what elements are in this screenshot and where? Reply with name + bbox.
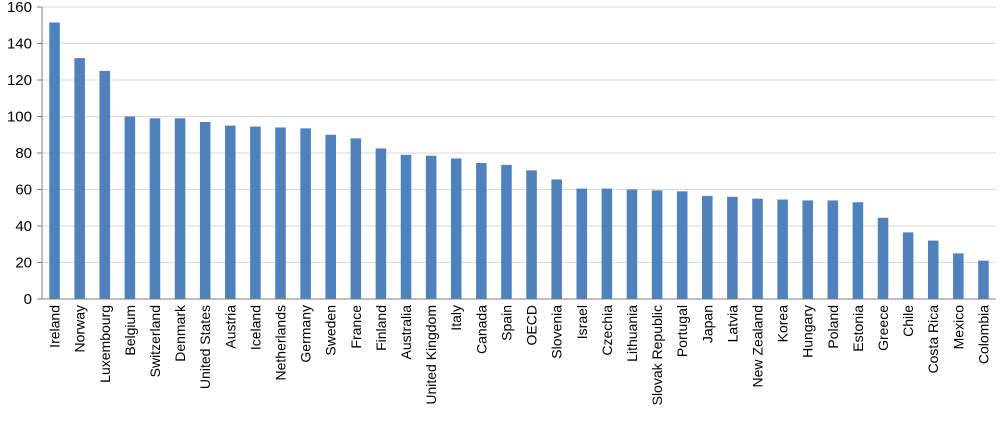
bar-united-states [199,121,211,299]
bar-austria [225,125,236,299]
x-tick-label: Costa Rica [925,305,941,374]
y-tick-label: 100 [7,109,32,126]
bar-switzerland [149,118,161,299]
bar-france [350,138,362,299]
x-tick-label: Korea [775,305,791,343]
x-tick-label: Japan [699,305,715,343]
bar-poland [827,200,839,299]
bar-luxembourg [99,70,111,299]
bar-portugal [676,191,688,299]
bar-netherlands [275,127,286,299]
bar-slovak-republic [651,190,663,299]
x-tick-label: Luxembourg [97,305,113,383]
x-axis-labels: Ireland Norway Luxembourg Belgium Switzerlan… [47,304,992,405]
bar-slovenia [551,179,562,299]
x-tick-label: Israel [574,305,590,339]
bar-japan [702,195,713,299]
bar-chile [902,232,914,299]
bar-lithuania [626,189,638,299]
x-tick-label: Latvia [724,305,740,343]
bar-new-zealand [752,198,763,299]
x-tick-label: Finland [373,305,389,351]
x-tick-label: United States [197,305,213,389]
x-tick-label: OECD [524,305,540,345]
x-tick-label: Italy [448,305,464,331]
y-tick-label: 40 [15,218,32,235]
bar-korea [777,199,788,299]
bar-costa-rica [927,240,939,299]
x-tick-label: Chile [900,305,916,337]
y-tick-label: 0 [24,291,32,308]
x-tick-label: Netherlands [273,305,289,381]
bar-oecd [526,170,537,299]
x-tick-label: Mexico [950,305,966,350]
bar-germany [300,128,311,299]
x-tick-label: Sweden [323,305,339,356]
bar-mexico [953,253,964,299]
x-tick-label: New Zealand [750,305,766,388]
bar-denmark [174,118,186,299]
bar-finland [375,148,387,299]
y-tick-label: 160 [7,0,32,16]
bar-iceland [250,126,261,299]
x-tick-label: Australia [398,305,414,360]
x-tick-label: Switzerland [147,305,163,377]
bar-ireland [49,22,60,299]
x-tick-label: United Kingdom [423,305,439,405]
bar-italy [450,158,462,299]
x-tick-label: Canada [473,305,489,354]
x-tick-label: Austria [222,305,238,349]
x-tick-label: Belgium [122,305,138,356]
bar-latvia [727,196,738,299]
x-tick-label: Ireland [47,305,63,348]
x-tick-label: Hungary [800,305,816,358]
bar-spain [501,164,512,299]
bar-canada [476,163,487,299]
y-tick-label: 140 [7,36,32,53]
x-tick-label: France [348,305,364,349]
y-axis-ticks: 0 20 40 60 80 100 120 140 160 [7,0,42,308]
bar-norway [74,58,85,299]
bars [49,22,989,299]
bar-israel [576,188,588,299]
x-tick-label: Slovak Republic [649,305,665,405]
x-tick-label: Norway [72,305,88,352]
x-tick-label: Germany [298,305,314,363]
bar-estonia [852,202,864,299]
x-tick-label: Czechia [599,305,615,356]
bar-belgium [124,116,136,299]
y-tick-label: 80 [15,145,32,162]
x-tick-label: Lithuania [624,305,640,362]
x-tick-label: Denmark [172,304,188,362]
y-tick-label: 60 [15,182,32,199]
x-tick-label: Slovenia [549,305,565,359]
x-tick-label: Colombia [975,305,991,364]
x-tick-label: Iceland [247,305,263,350]
x-tick-label: Portugal [674,305,690,357]
bar-colombia [978,260,989,299]
x-tick-label: Estonia [850,305,866,352]
bar-australia [400,154,412,299]
y-tick-label: 20 [15,255,32,272]
x-tick-label: Poland [825,305,841,349]
y-tick-label: 120 [7,72,32,89]
x-tick-label: Spain [498,305,514,341]
bar-czechia [601,188,613,299]
bar-sweden [325,134,336,299]
x-tick-label: Greece [875,305,891,351]
bar-greece [877,217,889,299]
bar-hungary [802,200,813,299]
bar-united-kingdom [425,155,437,299]
